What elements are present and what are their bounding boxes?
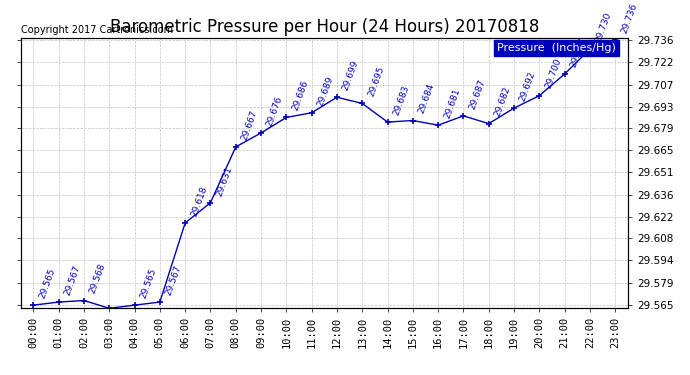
Text: 29.676: 29.676 (265, 95, 284, 128)
Text: 29.684: 29.684 (417, 82, 436, 115)
Text: 29.689: 29.689 (316, 75, 335, 107)
Text: 29.736: 29.736 (620, 2, 639, 34)
Text: 29.687: 29.687 (468, 78, 487, 110)
Text: 29.714: 29.714 (569, 36, 588, 68)
Text: 29.567: 29.567 (63, 264, 82, 297)
Text: 29.568: 29.568 (88, 262, 108, 295)
Text: 29.681: 29.681 (442, 87, 462, 120)
Text: 29.700: 29.700 (544, 57, 563, 90)
Text: 29.667: 29.667 (240, 109, 259, 141)
Text: Pressure  (Inches/Hg): Pressure (Inches/Hg) (497, 43, 615, 53)
Text: 29.567: 29.567 (164, 264, 184, 297)
Text: 29.618: 29.618 (189, 185, 208, 218)
Text: 29.563: 29.563 (0, 374, 1, 375)
Text: 29.699: 29.699 (341, 59, 360, 92)
Text: 29.683: 29.683 (392, 84, 411, 117)
Text: 29.695: 29.695 (366, 65, 386, 98)
Text: Copyright 2017 Cartronics.com: Copyright 2017 Cartronics.com (21, 25, 172, 35)
Text: 29.631: 29.631 (215, 165, 234, 197)
Text: 29.682: 29.682 (493, 86, 512, 118)
Text: 29.565: 29.565 (139, 267, 158, 300)
Text: 29.565: 29.565 (37, 267, 57, 300)
Text: 29.730: 29.730 (594, 11, 613, 44)
Text: 29.686: 29.686 (290, 79, 310, 112)
Title: Barometric Pressure per Hour (24 Hours) 20170818: Barometric Pressure per Hour (24 Hours) … (110, 18, 539, 36)
Text: 29.692: 29.692 (518, 70, 538, 102)
